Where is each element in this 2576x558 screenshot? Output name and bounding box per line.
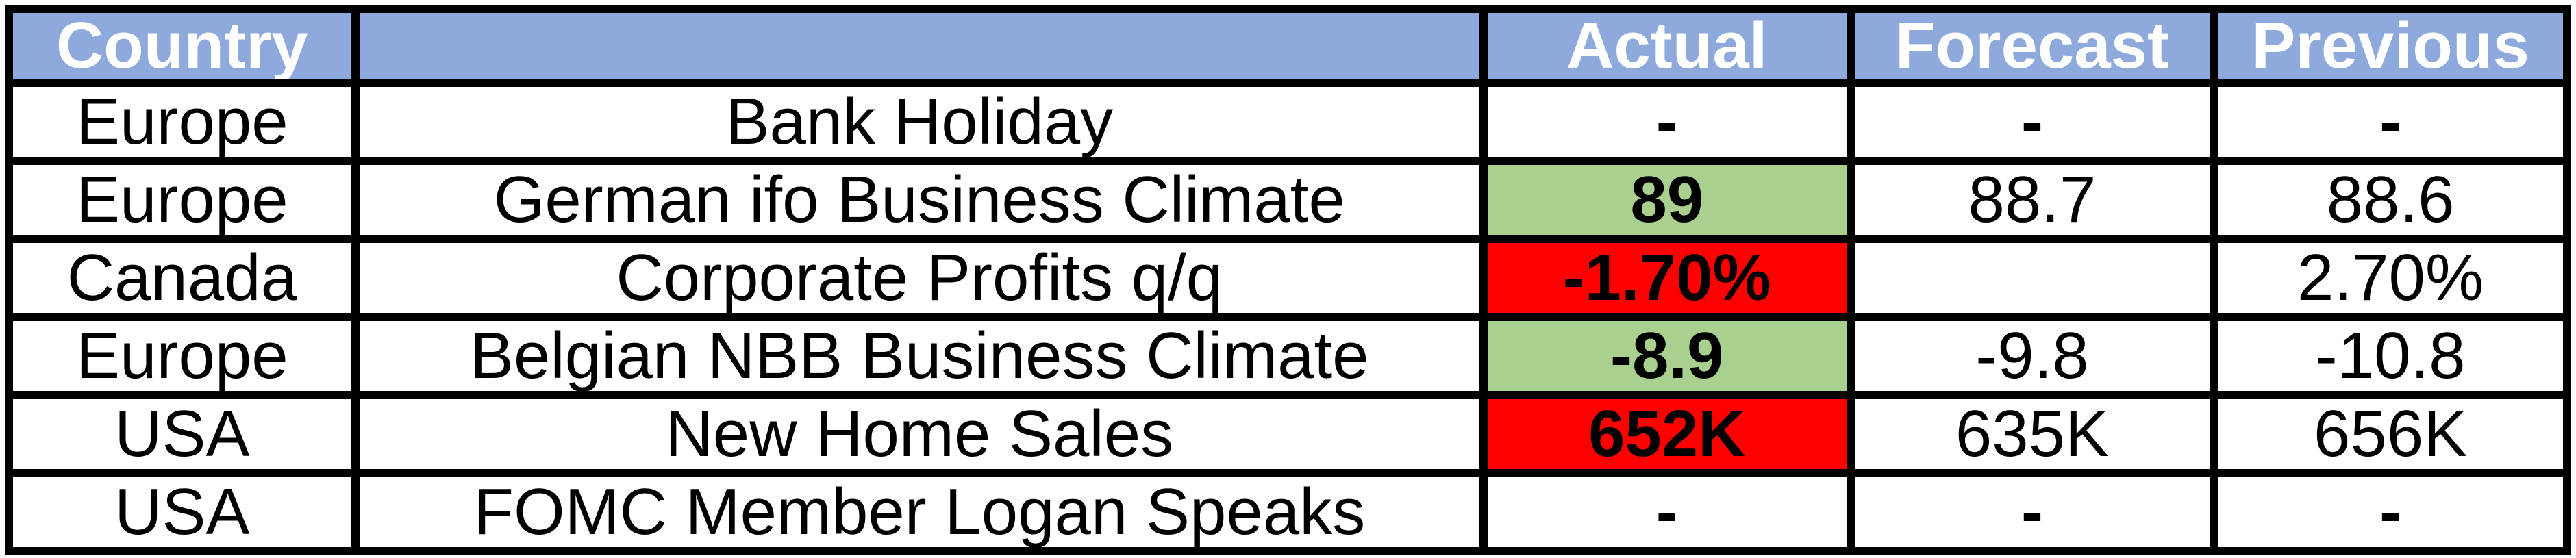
column-header-country: Country [5,5,360,87]
cell-actual: 652K [1479,391,1855,477]
cell-event: Corporate Profits q/q [351,235,1488,321]
table-row: USA New Home Sales 652K 635K 656K [5,391,2571,477]
cell-forecast: - [1846,79,2218,165]
cell-event: FOMC Member Logan Speaks [351,469,1488,555]
header-row: Country Actual Forecast Previous [5,5,2571,87]
cell-actual: - [1479,469,1855,555]
cell-country: Europe [5,79,360,165]
cell-previous: 2.70% [2210,235,2571,321]
cell-previous: 88.6 [2210,157,2571,243]
cell-actual: 89 [1479,157,1855,243]
cell-forecast [1846,235,2218,321]
cell-event: Belgian NBB Business Climate [351,313,1488,399]
economic-calendar-table: Country Actual Forecast Previous Europe … [5,5,2571,555]
table-row: USA FOMC Member Logan Speaks - - - [5,469,2571,555]
column-header-forecast: Forecast [1846,5,2218,87]
cell-previous: -10.8 [2210,313,2571,399]
cell-previous: - [2210,469,2571,555]
cell-forecast: -9.8 [1846,313,2218,399]
column-header-previous: Previous [2210,5,2571,87]
cell-previous: 656K [2210,391,2571,477]
cell-country: USA [5,469,360,555]
column-header-actual: Actual [1479,5,1855,87]
table-row: Canada Corporate Profits q/q -1.70% 2.70… [5,235,2571,321]
cell-actual: - [1479,79,1855,165]
column-header-event [351,5,1488,87]
cell-event: German ifo Business Climate [351,157,1488,243]
cell-previous: - [2210,79,2571,165]
table-row: Europe Bank Holiday - - - [5,79,2571,165]
cell-forecast: 635K [1846,391,2218,477]
cell-forecast: - [1846,469,2218,555]
cell-actual: -1.70% [1479,235,1855,321]
cell-country: Europe [5,313,360,399]
cell-actual: -8.9 [1479,313,1855,399]
cell-country: Canada [5,235,360,321]
cell-country: Europe [5,157,360,243]
cell-event: New Home Sales [351,391,1488,477]
cell-country: USA [5,391,360,477]
cell-forecast: 88.7 [1846,157,2218,243]
table-row: Europe Belgian NBB Business Climate -8.9… [5,313,2571,399]
cell-event: Bank Holiday [351,79,1488,165]
table-row: Europe German ifo Business Climate 89 88… [5,157,2571,243]
